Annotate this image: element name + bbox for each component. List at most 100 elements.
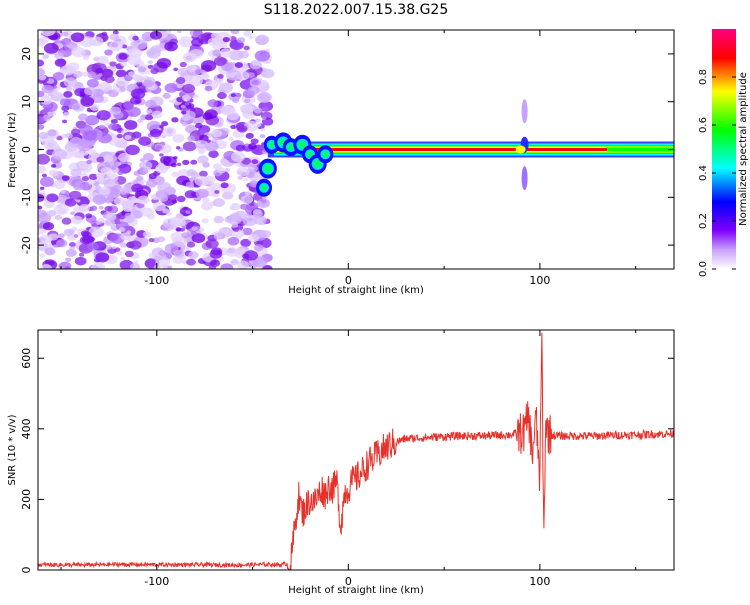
noise-blob bbox=[148, 238, 155, 243]
carrier-layer bbox=[273, 148, 674, 151]
noise-blob bbox=[190, 159, 198, 165]
spur-blob bbox=[521, 166, 528, 191]
noise-blob bbox=[189, 30, 202, 38]
noise-blob bbox=[103, 154, 114, 163]
carrier-turbulence bbox=[261, 184, 268, 191]
noise-blob bbox=[182, 159, 190, 166]
noise-blob bbox=[254, 50, 271, 62]
noise-blob bbox=[79, 203, 91, 212]
noise-blob bbox=[200, 69, 206, 75]
spur-blob bbox=[515, 145, 526, 154]
noise-blob bbox=[228, 136, 234, 141]
noise-blob bbox=[48, 233, 59, 241]
noise-blob bbox=[160, 222, 174, 232]
colorbar-label: Normalized spectral amplitude bbox=[738, 72, 749, 226]
noise-blob bbox=[110, 118, 118, 124]
noise-blob bbox=[168, 194, 178, 201]
noise-blob bbox=[261, 116, 267, 121]
noise-blob bbox=[104, 75, 115, 83]
noise-blob bbox=[98, 205, 104, 210]
noise-blob bbox=[54, 214, 63, 221]
noise-blob bbox=[260, 229, 272, 239]
noise-blob bbox=[184, 190, 196, 199]
noise-blob bbox=[38, 146, 43, 152]
noise-blob bbox=[204, 109, 218, 120]
colorbar-tick-label: 0.6 bbox=[698, 117, 709, 133]
y-tick-label: 0 bbox=[20, 567, 33, 574]
noise-blob bbox=[220, 105, 234, 116]
noise-blob bbox=[186, 64, 197, 72]
noise-blob bbox=[109, 106, 122, 115]
noise-blob bbox=[235, 93, 242, 98]
noise-blob bbox=[124, 120, 138, 130]
noise-blob bbox=[237, 249, 246, 255]
noise-blob bbox=[218, 227, 233, 238]
noise-blob bbox=[176, 30, 182, 34]
x-tick-label: 0 bbox=[345, 575, 352, 588]
noise-blob bbox=[175, 227, 182, 232]
noise-blob bbox=[63, 228, 74, 237]
noise-blob bbox=[222, 37, 230, 43]
noise-blob bbox=[138, 66, 147, 73]
noise-blob bbox=[44, 260, 50, 264]
noise-blob bbox=[70, 128, 81, 136]
noise-blob bbox=[95, 221, 101, 226]
noise-blob bbox=[78, 113, 89, 121]
noise-blob bbox=[230, 151, 246, 163]
noise-blob bbox=[85, 213, 93, 219]
noise-blob bbox=[78, 252, 85, 257]
noise-blob bbox=[158, 250, 167, 256]
noise-blob bbox=[42, 54, 50, 60]
noise-blob bbox=[260, 128, 266, 132]
noise-blob bbox=[255, 36, 268, 46]
noise-blob bbox=[259, 79, 269, 87]
noise-blob bbox=[73, 70, 83, 78]
noise-blob bbox=[120, 232, 132, 241]
noise-blob bbox=[61, 105, 70, 112]
noise-blob bbox=[182, 83, 196, 94]
noise-blob bbox=[64, 132, 73, 139]
noise-blob bbox=[71, 102, 85, 112]
noise-blob bbox=[61, 119, 68, 124]
noise-blob bbox=[227, 236, 240, 246]
noise-blob bbox=[195, 188, 209, 199]
noise-blob bbox=[121, 187, 129, 193]
noise-blob bbox=[92, 194, 107, 205]
noise-blob bbox=[163, 161, 170, 166]
x-tick-label: 100 bbox=[529, 575, 550, 588]
noise-blob bbox=[227, 247, 235, 254]
noise-blob bbox=[234, 62, 243, 69]
noise-blob bbox=[38, 165, 47, 174]
noise-blob bbox=[104, 244, 112, 250]
carrier-turbulence bbox=[298, 140, 307, 149]
noise-blob bbox=[200, 60, 217, 72]
noise-blob bbox=[216, 122, 223, 127]
noise-blob bbox=[243, 177, 249, 181]
noise-blob bbox=[96, 110, 111, 121]
noise-blob bbox=[61, 217, 72, 225]
noise-blob bbox=[59, 98, 71, 107]
noise-blob bbox=[133, 170, 142, 177]
noise-blob bbox=[175, 146, 181, 150]
noise-blob bbox=[166, 211, 172, 216]
noise-blob bbox=[142, 231, 152, 238]
noise-blob bbox=[157, 236, 166, 243]
noise-blob bbox=[138, 167, 149, 175]
figure-title: S118.2022.007.15.38.G25 bbox=[264, 2, 449, 18]
snr-x-label: Height of straight line (km) bbox=[288, 585, 424, 596]
noise-blob bbox=[220, 182, 229, 189]
noise-blob bbox=[184, 102, 190, 106]
noise-blob bbox=[248, 143, 257, 150]
colorbar-tick-label: 0.8 bbox=[698, 69, 709, 85]
noise-blob bbox=[129, 262, 141, 269]
noise-blob bbox=[80, 230, 90, 237]
noise-blob bbox=[80, 96, 95, 107]
noise-blob bbox=[77, 154, 84, 159]
spectrogram-y-ticks: -20 -10 0 10 20 bbox=[20, 47, 674, 254]
noise-blob bbox=[209, 249, 223, 259]
noise-blob bbox=[65, 86, 73, 92]
noise-blob bbox=[51, 148, 68, 160]
noise-blob bbox=[179, 61, 187, 68]
noise-blob bbox=[84, 86, 96, 96]
noise-blob bbox=[187, 135, 196, 142]
